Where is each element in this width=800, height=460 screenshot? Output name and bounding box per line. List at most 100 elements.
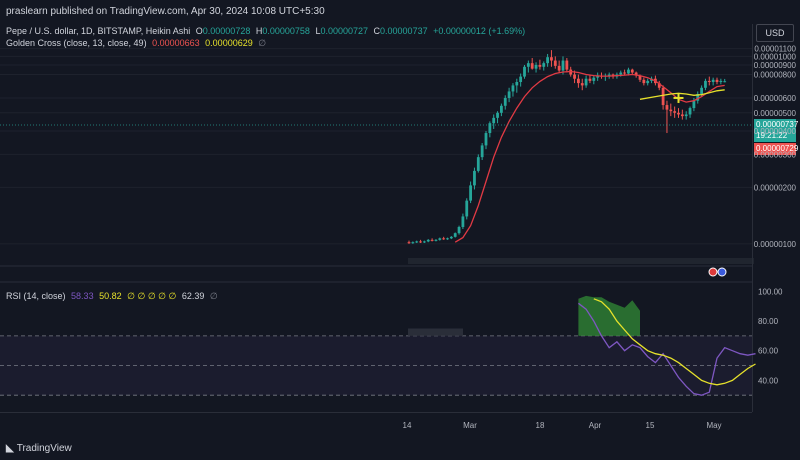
candle-body xyxy=(407,242,411,244)
countdown-label: 19:21:22 xyxy=(754,130,796,142)
flag-icon xyxy=(708,267,718,277)
candle-body xyxy=(476,157,480,171)
rsi-tick-label: 60.00 xyxy=(758,347,779,356)
candle-body xyxy=(446,238,449,240)
candle-body xyxy=(565,60,569,70)
candle-body xyxy=(696,93,700,101)
currency-button[interactable]: USD xyxy=(756,24,794,42)
symbol-title[interactable]: Pepe / U.S. dollar, 1D, BITSTAMP, Heikin… xyxy=(6,26,191,36)
candle-body xyxy=(711,79,715,82)
tradingview-logo[interactable]: ◣ TradingView xyxy=(6,443,72,454)
candle-body xyxy=(480,145,484,158)
flag-icon xyxy=(717,267,727,277)
candle-body xyxy=(442,238,446,240)
candle-body xyxy=(719,80,723,82)
publisher-line: praslearn published on TradingView.com, … xyxy=(6,6,325,17)
time-tick-label: 18 xyxy=(536,421,545,430)
study-value-fast: 0.00000663 xyxy=(152,38,200,48)
rsi-line xyxy=(578,302,756,396)
study-value-slow: 0.00000629 xyxy=(205,38,253,48)
open-value: 0.00000728 xyxy=(202,26,251,36)
candle-body xyxy=(623,72,626,74)
candle-body xyxy=(419,241,422,243)
candle-body xyxy=(542,63,546,67)
close-label: C xyxy=(373,26,381,36)
candle-body xyxy=(457,226,461,234)
candle-body xyxy=(688,108,692,115)
rsi-tick-label: 100.00 xyxy=(758,287,783,296)
candle-body xyxy=(707,80,711,82)
rsi-tick-label: 40.00 xyxy=(758,376,779,385)
study-name[interactable]: Golden Cross (close, 13, close, 49) xyxy=(6,38,147,48)
publisher-header: praslearn published on TradingView.com, … xyxy=(0,0,800,24)
candle-body xyxy=(492,117,496,124)
time-tick-label: Mar xyxy=(463,421,477,430)
candle-body xyxy=(588,78,592,81)
candle-body xyxy=(642,79,646,84)
candle-body xyxy=(411,242,415,244)
candle-body xyxy=(584,78,588,86)
candle-body xyxy=(515,81,519,86)
price-axis[interactable] xyxy=(752,24,800,412)
price-tick-label: 0.00001000 xyxy=(754,52,797,61)
price-tick-label: 0.00000100 xyxy=(754,240,797,249)
rsi-value-2: 50.82 xyxy=(99,291,122,301)
close-value: 0.00000737 xyxy=(380,26,428,36)
candle-body xyxy=(596,75,600,78)
time-tick-label: 14 xyxy=(403,421,412,430)
candle-body xyxy=(530,63,534,69)
high-label: H xyxy=(255,26,263,36)
rsi-legend[interactable]: RSI (14, close) 58.33 50.82 ∅ ∅ ∅ ∅ ∅ 62… xyxy=(6,291,221,302)
candle-body xyxy=(511,85,515,92)
candle-body xyxy=(453,233,457,237)
candle-body xyxy=(700,87,703,94)
high-value: 0.00000758 xyxy=(262,26,310,36)
candle-body xyxy=(415,241,419,243)
candle-body xyxy=(692,100,696,109)
symbol-legend[interactable]: Pepe / U.S. dollar, 1D, BITSTAMP, Heikin… xyxy=(6,26,528,36)
price-tick-label: 0.00000200 xyxy=(754,183,797,192)
candle-body xyxy=(469,185,472,201)
candle-body xyxy=(526,63,530,67)
candle-body xyxy=(669,109,673,112)
candle-body xyxy=(657,83,661,88)
study-legend[interactable]: Golden Cross (close, 13, close, 49) 0.00… xyxy=(6,38,269,49)
rsi-value-1: 58.33 xyxy=(71,291,94,301)
candle-body xyxy=(573,74,576,79)
candle-body xyxy=(661,87,665,106)
price-tick-label: 0.00000900 xyxy=(754,61,797,70)
candle-body xyxy=(538,64,542,67)
price-tick-label: 0.00001100 xyxy=(754,45,796,54)
candle-body xyxy=(519,76,523,82)
rsi-null-values: ∅ ∅ ∅ ∅ ∅ xyxy=(127,291,177,301)
time-tick-label: Apr xyxy=(589,421,602,430)
open-label: O xyxy=(195,26,203,36)
candle-body xyxy=(557,65,561,71)
candle-body xyxy=(426,239,430,242)
slow-ma-line xyxy=(639,89,725,100)
candle-body xyxy=(507,91,511,98)
candle-body xyxy=(484,133,488,146)
candle-body xyxy=(704,80,707,88)
candle-body xyxy=(673,111,677,113)
time-tick-label: 15 xyxy=(646,421,655,430)
price-tick-label: 0.00000500 xyxy=(754,109,797,118)
candle-body xyxy=(627,69,630,74)
candle-body xyxy=(684,114,688,117)
candle-body xyxy=(723,81,727,83)
candle-body xyxy=(619,72,623,75)
last-price-label: 0.00000737 xyxy=(754,119,799,131)
time-axis[interactable] xyxy=(0,412,752,441)
candle-body xyxy=(473,170,476,186)
candle-body xyxy=(634,72,638,76)
candle-body xyxy=(546,57,549,64)
low-value: 0.00000727 xyxy=(320,26,369,36)
time-tick-label: May xyxy=(706,421,721,430)
candle-body xyxy=(561,60,565,71)
rsi-name[interactable]: RSI (14, close) xyxy=(6,291,66,301)
candle-body xyxy=(680,114,684,117)
candle-body xyxy=(496,112,499,118)
candle-body xyxy=(488,123,492,134)
rsi-value-4: ∅ xyxy=(209,291,218,301)
